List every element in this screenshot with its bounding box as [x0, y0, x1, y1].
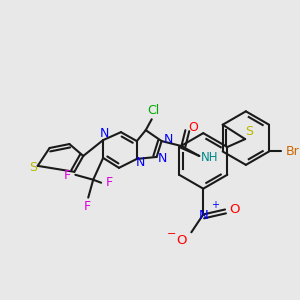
Text: +: + [211, 200, 219, 209]
Text: N: N [99, 127, 109, 140]
Text: F: F [84, 200, 91, 213]
Text: NH: NH [200, 152, 218, 164]
Text: O: O [230, 203, 240, 216]
Text: S: S [245, 125, 253, 138]
Text: F: F [64, 169, 71, 182]
Text: O: O [188, 121, 198, 134]
Text: N: N [164, 133, 173, 146]
Text: Br: Br [286, 145, 300, 158]
Text: N: N [198, 209, 208, 222]
Text: N: N [136, 156, 146, 170]
Text: S: S [29, 161, 37, 174]
Text: O: O [176, 234, 187, 247]
Text: −: − [167, 229, 176, 239]
Text: Cl: Cl [148, 104, 160, 117]
Text: N: N [158, 152, 167, 165]
Text: F: F [106, 176, 112, 189]
